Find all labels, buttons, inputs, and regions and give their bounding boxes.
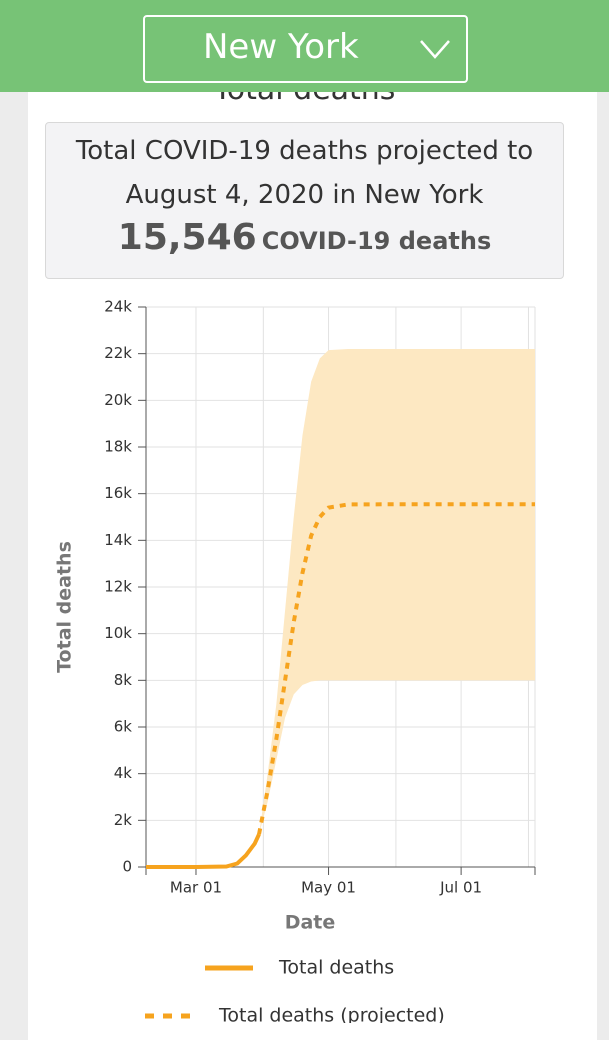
x-tick-label: Jul 01 [439, 879, 482, 897]
y-tick-label: 2k [114, 811, 133, 829]
summary-box: Total COVID-19 deaths projected to Augus… [45, 122, 564, 279]
summary-text: Total COVID-19 deaths projected to Augus… [75, 136, 534, 210]
x-tick-label: Mar 01 [170, 879, 222, 897]
legend-label: Total deaths (projected) [218, 1005, 445, 1024]
y-tick-label: 22k [104, 344, 132, 362]
series-line [257, 502, 535, 835]
x-axis-label: Date [285, 912, 336, 934]
y-tick-label: 0 [122, 858, 132, 876]
y-tick-label: 4k [114, 764, 133, 782]
chevron-icon [420, 40, 450, 59]
series-line [146, 833, 261, 869]
x-tick-label: May 01 [301, 879, 356, 897]
y-tick-label: 20k [104, 391, 132, 409]
y-tick-label: 14k [104, 531, 132, 549]
y-tick-label: 8k [114, 671, 133, 689]
location-dropdown[interactable]: New York [143, 15, 468, 83]
legend-label: Total deaths [278, 957, 394, 979]
y-tick-label: 18k [104, 438, 132, 456]
y-tick-label: 10k [104, 624, 132, 642]
y-axis-label: Total deaths [54, 541, 76, 673]
y-tick-label: 16k [104, 484, 132, 502]
summary-unit: COVID-19 deaths [261, 227, 492, 255]
location: New York [203, 27, 359, 67]
summary-figure: 15,546 COVID-19 deaths [46, 217, 563, 258]
uncertainty-band [259, 349, 535, 835]
summary-number: 15,546 [117, 217, 257, 258]
y-tick-label: 6k [114, 718, 133, 736]
header: New York [0, 0, 609, 92]
y-tick-label: 12k [104, 578, 132, 596]
y-tick-label: 24k [104, 298, 132, 316]
